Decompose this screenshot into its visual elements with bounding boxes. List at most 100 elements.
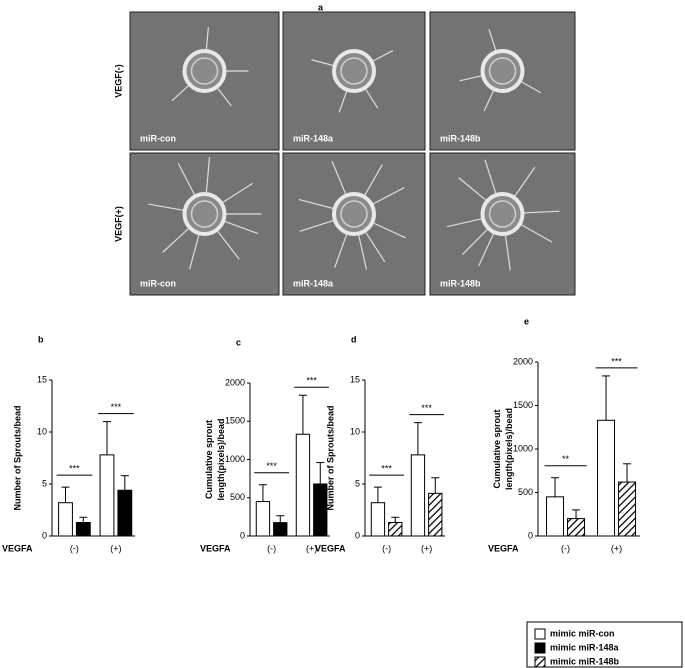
significance-label: *** <box>266 461 277 471</box>
sprout <box>217 88 232 107</box>
y-axis-label: Cumulative sprout length(pixels)/bead <box>492 408 514 490</box>
sprout <box>205 157 211 193</box>
y-tick-label: 0 <box>355 530 360 540</box>
x-tick-label: (-) <box>267 543 276 553</box>
y-tick-label: 5 <box>355 478 360 488</box>
bar <box>75 521 91 537</box>
bar <box>567 518 586 537</box>
y-tick-label: 1000 <box>225 454 245 464</box>
bar <box>428 492 443 537</box>
sprout <box>373 186 405 205</box>
sprout <box>171 85 189 102</box>
bar <box>295 433 311 537</box>
panel-label: d <box>351 334 357 344</box>
significance-label: *** <box>69 463 80 473</box>
y-axis-label-line: Cumulative sprout <box>204 420 214 499</box>
significance-label: *** <box>611 356 622 366</box>
sprout <box>299 220 334 232</box>
image-label: miR-148b <box>440 133 481 143</box>
significance-label: *** <box>381 463 392 473</box>
sprout <box>222 182 253 203</box>
sprout <box>205 27 209 50</box>
bead-core <box>190 200 219 228</box>
sprout <box>459 75 482 82</box>
bead <box>182 192 227 236</box>
sprout <box>521 224 553 243</box>
y-tick-label: 10 <box>350 426 360 436</box>
sprout <box>311 59 333 66</box>
bar <box>597 419 616 537</box>
legend-label: mimic miR-con <box>550 628 615 638</box>
x-axis-label: VEGFA <box>488 543 519 553</box>
bead-core <box>488 57 517 85</box>
y-tick-label: 1500 <box>225 416 245 426</box>
bar <box>117 489 133 537</box>
x-tick-label: (+) <box>306 543 317 553</box>
legend-label: mimic miR-148a <box>550 642 620 652</box>
y-tick-label: 1500 <box>513 400 533 410</box>
y-tick-label: 0 <box>42 530 47 540</box>
x-tick-label: (-) <box>382 543 391 553</box>
significance-label: ** <box>562 454 570 464</box>
sprout <box>462 229 488 255</box>
sprout <box>298 198 333 209</box>
legend-swatch <box>534 656 546 668</box>
image-label: miR-con <box>140 278 176 288</box>
sprout <box>458 177 486 201</box>
bar <box>546 496 565 537</box>
x-tick-label: (-) <box>70 543 79 553</box>
y-axis-label: Cumulative sprout length(pixels)/bead <box>204 418 226 500</box>
legend-label: mimic miR-148b <box>550 656 620 666</box>
sprout <box>521 81 542 94</box>
bead-core <box>340 200 368 228</box>
x-axis-label: VEGFA <box>200 543 231 553</box>
bead <box>332 49 376 93</box>
legend-box <box>526 621 683 668</box>
sprout <box>504 235 511 271</box>
image-label: miR-con <box>140 133 176 143</box>
bar <box>410 454 426 537</box>
sprout <box>331 161 347 194</box>
bead <box>182 49 227 93</box>
sprout <box>189 235 200 270</box>
bar <box>58 502 73 537</box>
y-tick-label: 2000 <box>513 356 533 366</box>
x-tick-label: (-) <box>561 543 570 553</box>
sprout <box>478 233 494 267</box>
bead-core <box>340 57 368 85</box>
panel-label: b <box>38 334 44 344</box>
significance-label: *** <box>421 403 432 413</box>
y-tick-label: 500 <box>230 492 245 502</box>
legend-swatch <box>534 628 546 640</box>
y-tick-label: 0 <box>240 530 245 540</box>
y-axis-label-line: length(pixels)/bead <box>216 418 226 500</box>
sprout <box>488 28 497 51</box>
significance-label: *** <box>306 376 317 386</box>
y-axis-label: Number of Sprouts/bead <box>325 405 335 510</box>
sprout <box>217 231 240 260</box>
panel-label: c <box>236 337 241 347</box>
bar <box>99 454 115 537</box>
sprout <box>365 89 379 109</box>
bar <box>370 502 386 537</box>
sprout <box>514 166 536 197</box>
significance-label: *** <box>111 402 122 412</box>
bar <box>618 481 637 537</box>
sprout <box>358 235 368 270</box>
sprout <box>524 210 560 214</box>
row-label: VEGF(+) <box>113 206 123 242</box>
y-tick-label: 1000 <box>513 443 533 453</box>
y-tick-label: 15 <box>37 374 47 384</box>
x-tick-label: (+) <box>611 543 622 553</box>
bead-core <box>488 200 517 228</box>
x-tick-label: (+) <box>110 543 121 553</box>
sprout <box>338 91 348 113</box>
bar <box>388 521 403 537</box>
x-axis-label: VEGFA <box>315 543 346 553</box>
x-tick-label: (+) <box>421 543 432 553</box>
bead-core <box>190 57 219 85</box>
image-label: miR-148a <box>293 133 334 143</box>
sprout <box>177 163 195 195</box>
y-tick-label: 15 <box>350 374 360 384</box>
